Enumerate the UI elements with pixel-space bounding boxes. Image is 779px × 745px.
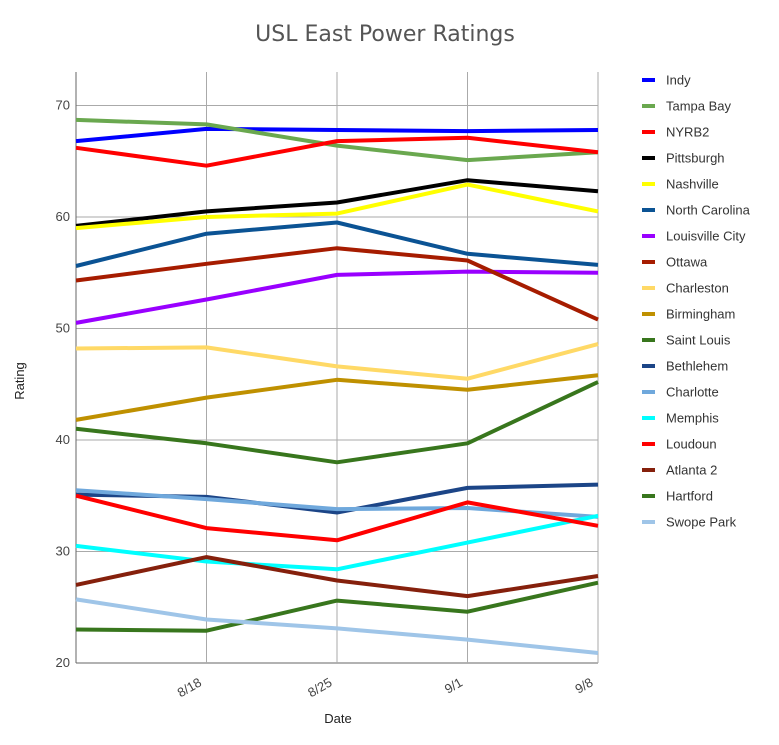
legend-label: Nashville (666, 177, 719, 192)
legend-label: Charleston (666, 281, 729, 296)
legend-label: Saint Louis (666, 333, 731, 348)
legend-label: Atlanta 2 (666, 463, 717, 478)
y-tick-label: 40 (56, 432, 70, 447)
series-line-birmingham (75, 373, 599, 422)
series-line-memphis (75, 513, 599, 572)
legend-label: Charlotte (666, 385, 719, 400)
series-line-swope-park (75, 597, 599, 655)
legend-label: Tampa Bay (666, 99, 732, 114)
legend-label: Memphis (666, 411, 719, 426)
x-tick-label: 8/25 (305, 675, 334, 701)
y-tick-label: 30 (56, 543, 70, 558)
y-axis-ticks: 20 30 40 50 60 70 (56, 97, 70, 670)
legend-label: North Carolina (666, 203, 751, 218)
series-line-ottawa (75, 246, 599, 322)
series-lines (75, 117, 599, 655)
y-tick-label: 70 (56, 97, 70, 112)
legend-label: Swope Park (666, 515, 737, 530)
series-line-loudoun (75, 493, 599, 543)
legend-label: Loudoun (666, 437, 717, 452)
legend-label: Bethlehem (666, 359, 728, 374)
x-tick-label: 9/8 (572, 675, 595, 697)
legend: Indy Tampa Bay NYRB2 Pittsburgh Nashville Nor… (642, 73, 751, 530)
y-axis-label: Rating (12, 362, 27, 400)
legend-label: Birmingham (666, 307, 735, 322)
series-line-nashville (75, 182, 599, 231)
x-tick-label: 8/18 (175, 675, 204, 701)
y-tick-label: 60 (56, 209, 70, 224)
series-line-nyrb2 (75, 135, 599, 168)
x-axis-ticks: 8/18 8/25 9/1 9/8 (175, 675, 596, 701)
legend-label: Hartford (666, 489, 713, 504)
x-axis-label: Date (324, 711, 351, 726)
legend-label: Indy (666, 73, 691, 88)
x-tick-label: 9/1 (442, 675, 465, 697)
legend-label: Pittsburgh (666, 151, 725, 166)
series-line-north-carolina (75, 220, 599, 268)
series-line-tampa-bay (75, 117, 599, 163)
series-line-charleston (75, 342, 599, 381)
y-tick-label: 50 (56, 320, 70, 335)
series-line-saint-louis (75, 380, 599, 465)
series-line-louisville-city (75, 269, 599, 325)
series-line-pittsburgh (75, 178, 599, 228)
series-line-hartford (75, 580, 599, 633)
legend-label: Louisville City (666, 229, 746, 244)
chart-title: USL East Power Ratings (255, 22, 515, 47)
legend-label: NYRB2 (666, 125, 709, 140)
series-line-indy (75, 126, 599, 144)
series-line-atlanta-2 (75, 555, 599, 599)
y-tick-label: 20 (56, 655, 70, 670)
legend-label: Ottawa (666, 255, 708, 270)
